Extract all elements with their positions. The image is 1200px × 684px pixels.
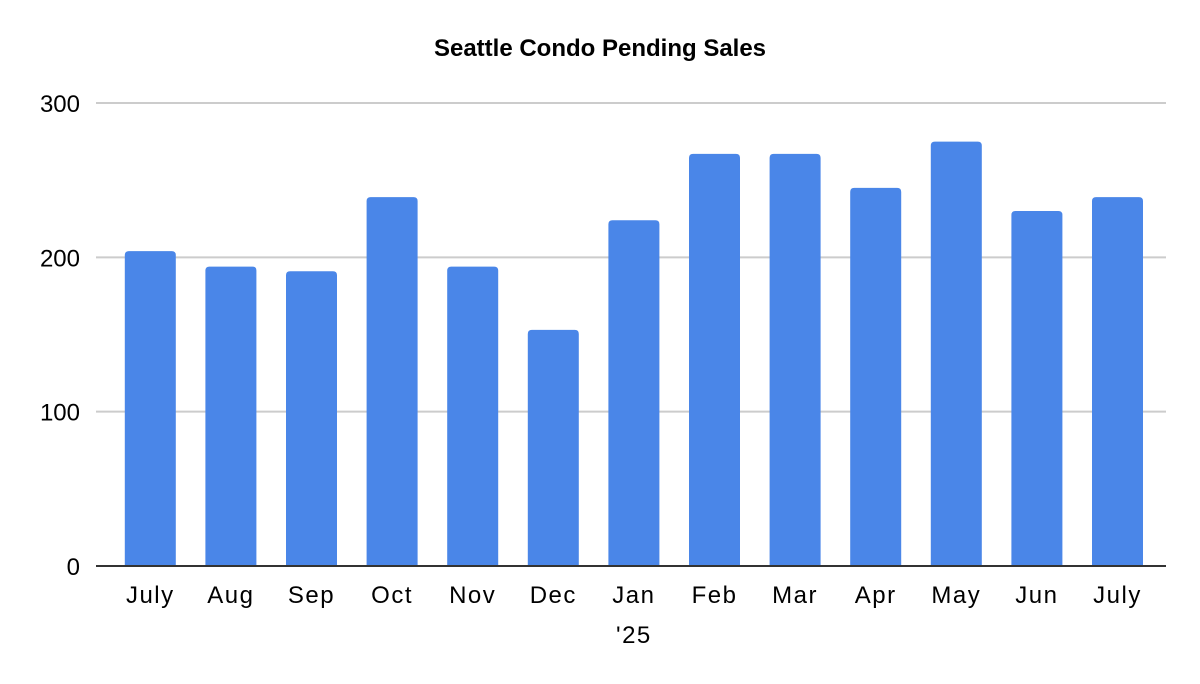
bar-jun-11 xyxy=(1011,211,1063,567)
x-category-label: Jan xyxy=(612,582,655,609)
x-category-sublabel: '25 xyxy=(616,622,652,649)
bar-jan-6 xyxy=(608,220,660,566)
bar-mar-8 xyxy=(769,153,821,566)
x-category-label: July xyxy=(126,582,175,609)
bar-may-10 xyxy=(930,141,982,567)
y-tick-label: 100 xyxy=(40,400,80,427)
bar-dec-5 xyxy=(527,329,579,566)
bar-nov-4 xyxy=(447,266,499,566)
x-category-label: Dec xyxy=(530,582,577,609)
y-axis-tick-labels: 0 100 200 300 xyxy=(40,91,80,581)
x-category-label: Nov xyxy=(449,582,496,609)
bar-feb-7 xyxy=(689,153,740,566)
bar-aug-1 xyxy=(205,266,257,566)
x-category-label: July xyxy=(1093,582,1142,609)
x-category-label: May xyxy=(931,582,981,609)
x-category-label: Sep xyxy=(288,582,335,609)
x-axis-category-labels: July Aug Sep Oct Nov Dec Jan '25 Feb Mar Apr May Jun… xyxy=(126,582,1142,649)
x-category-label: Oct xyxy=(371,582,413,609)
bar-july-0 xyxy=(124,251,176,566)
bar-apr-9 xyxy=(850,187,902,566)
chart-title: Seattle Condo Pending Sales xyxy=(434,35,766,62)
x-category-label: Apr xyxy=(855,582,897,609)
x-category-label: Mar xyxy=(772,582,818,609)
y-tick-label: 300 xyxy=(40,91,80,118)
x-category-label: Feb xyxy=(692,582,738,609)
bar-sep-2 xyxy=(286,271,337,566)
y-tick-label: 0 xyxy=(67,554,80,581)
x-category-label: Aug xyxy=(207,582,254,609)
bars xyxy=(124,141,1143,567)
x-category-label: Jun xyxy=(1015,582,1058,609)
y-tick-label: 200 xyxy=(40,245,80,272)
bar-oct-3 xyxy=(366,197,418,567)
bar-july-12 xyxy=(1092,197,1143,567)
